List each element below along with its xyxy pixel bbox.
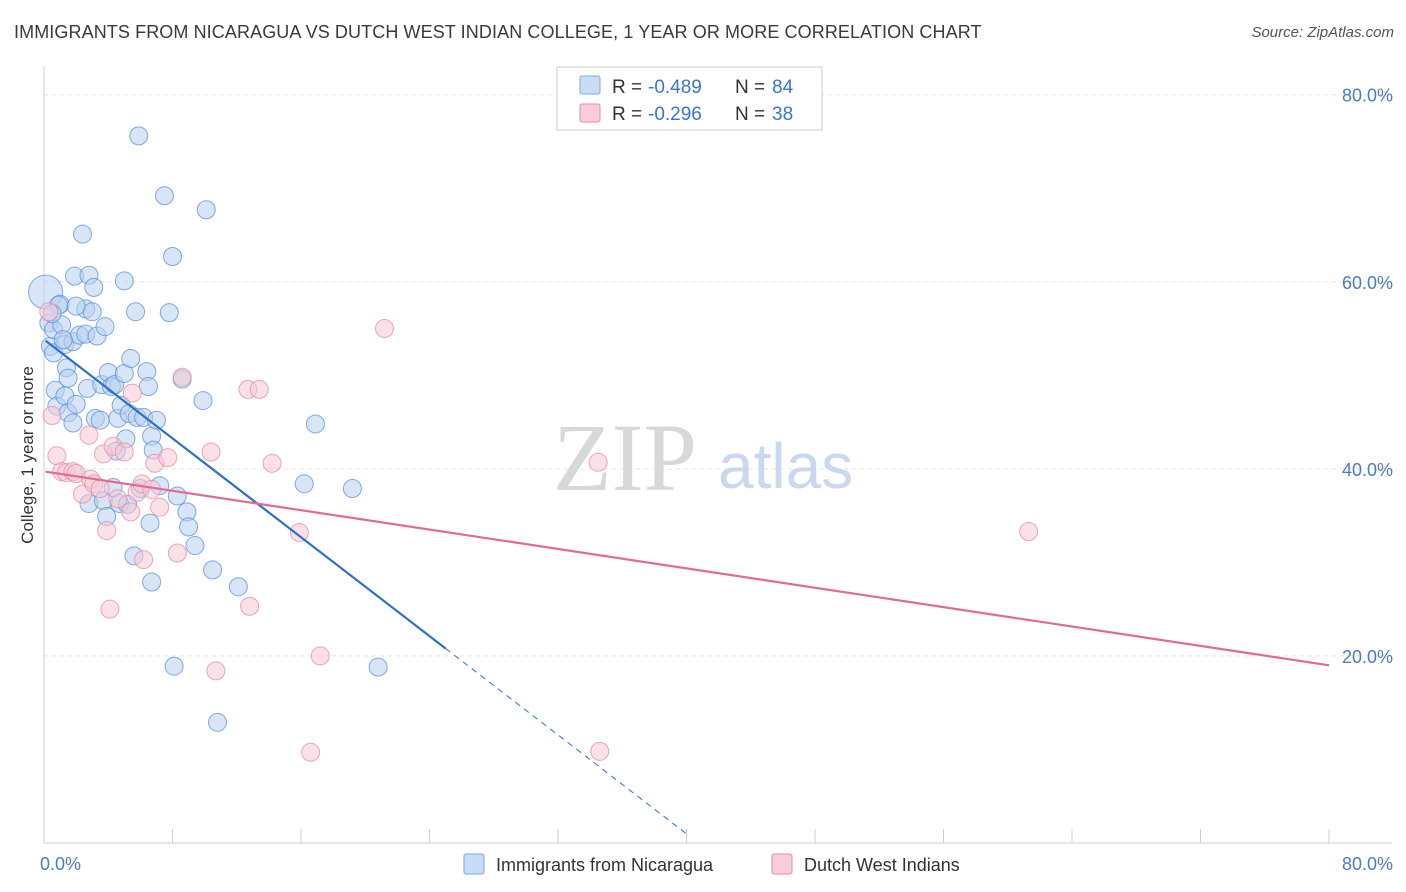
nicaragua-point bbox=[154, 186, 174, 206]
x-tick-label-1: 80.0% bbox=[1342, 854, 1393, 874]
nicaragua-point bbox=[90, 410, 110, 430]
nicaragua-point bbox=[228, 577, 248, 597]
legend-label-dutch: Dutch West Indians bbox=[804, 855, 960, 875]
legend-r-value-1: -0.296 bbox=[648, 104, 702, 125]
nicaragua-point bbox=[121, 348, 141, 368]
dutch-west-indian-point bbox=[122, 383, 142, 403]
watermark-zip: ZIP bbox=[553, 404, 697, 511]
nicaragua-trend-line bbox=[44, 339, 447, 650]
y-tick-label-2: 60.0% bbox=[1342, 273, 1393, 293]
dutch-west-indian-point bbox=[590, 741, 610, 761]
nicaragua-point bbox=[207, 712, 227, 732]
nicaragua-point bbox=[53, 330, 73, 350]
nicaragua-point bbox=[63, 413, 83, 433]
legend-r-label-1: R = bbox=[612, 104, 642, 125]
y-tick-label-0: 20.0% bbox=[1342, 647, 1393, 667]
nicaragua-point bbox=[73, 224, 93, 244]
dutch-west-indian-point bbox=[201, 442, 221, 462]
chart-title: IMMIGRANTS FROM NICARAGUA VS DUTCH WEST … bbox=[14, 22, 982, 42]
legend-n-value-1: 38 bbox=[772, 104, 793, 125]
legend-r-label-0: R = bbox=[612, 77, 642, 98]
dutch-west-indian-point bbox=[249, 379, 269, 399]
nicaragua-trend-extension bbox=[445, 648, 687, 835]
dutch-west-indian-point bbox=[121, 502, 141, 522]
series-legend: Immigrants from Nicaragua Dutch West Ind… bbox=[463, 853, 960, 875]
legend-swatch-nicaragua-bottom bbox=[463, 853, 485, 875]
dutch-west-indian-point bbox=[262, 453, 282, 473]
nicaragua-point bbox=[82, 302, 102, 322]
nicaragua-point bbox=[95, 317, 115, 337]
legend-r-value-0: -0.489 bbox=[648, 77, 702, 98]
dutch-west-indian-point bbox=[134, 550, 154, 570]
trend-lines bbox=[44, 339, 1330, 835]
legend-label-nicaragua: Immigrants from Nicaragua bbox=[496, 855, 714, 875]
dutch-west-indian-point bbox=[79, 425, 99, 445]
nicaragua-point bbox=[179, 517, 199, 537]
nicaragua-point bbox=[305, 414, 325, 434]
x-tick-label-0: 0.0% bbox=[40, 854, 81, 874]
dutch-west-indian-point bbox=[310, 646, 330, 666]
nicaragua-point bbox=[84, 277, 104, 297]
legend-n-value-0: 84 bbox=[772, 77, 794, 98]
nicaragua-point bbox=[126, 302, 146, 322]
legend-frame bbox=[556, 66, 823, 131]
nicaragua-point bbox=[342, 478, 362, 498]
nicaragua-point bbox=[203, 560, 223, 580]
nicaragua-point bbox=[294, 474, 314, 494]
dutch-west-indian-point bbox=[206, 661, 226, 681]
y-tick-labels: 20.0% 40.0% 60.0% 80.0% bbox=[1342, 86, 1393, 667]
watermark-atlas: atlas bbox=[718, 430, 853, 502]
nicaragua-point bbox=[66, 296, 86, 316]
nicaragua-point bbox=[163, 247, 182, 267]
nicaragua-point bbox=[138, 377, 158, 397]
dutch-west-indian-point bbox=[97, 521, 117, 541]
nicaragua-point bbox=[368, 657, 388, 677]
legend-n-label-0: N = bbox=[735, 77, 765, 98]
legend-swatch-dutch-bottom bbox=[771, 853, 793, 875]
dutch-west-indian-point bbox=[167, 543, 187, 563]
dutch-west-indian-point bbox=[114, 442, 134, 462]
nicaragua-point bbox=[114, 271, 134, 291]
dutch-west-indian-point bbox=[375, 319, 395, 339]
source-label: Source: ZipAtlas.com bbox=[1251, 24, 1394, 41]
legend-n-label-1: N = bbox=[735, 104, 765, 125]
nicaragua-point bbox=[58, 368, 78, 388]
dutch-west-indian-point bbox=[47, 446, 67, 466]
nicaragua-point bbox=[185, 536, 205, 556]
dutch-west-indian-point bbox=[150, 497, 170, 517]
nicaragua-point bbox=[66, 394, 86, 414]
legend-swatch-dutch bbox=[579, 103, 601, 123]
nicaragua-point bbox=[159, 303, 179, 323]
dutch-west-indian-point bbox=[240, 596, 260, 616]
legend-swatch-nicaragua bbox=[579, 75, 601, 95]
y-tick-label-1: 40.0% bbox=[1342, 460, 1393, 480]
correlation-legend: R = -0.489 N = 84 R = -0.296 N = 38 bbox=[556, 66, 823, 131]
dutch-west-indian-point bbox=[301, 742, 321, 762]
x-tick-labels: 0.0% 80.0% bbox=[40, 854, 1393, 874]
nicaragua-point bbox=[142, 572, 162, 592]
nicaragua-point bbox=[164, 656, 184, 676]
y-axis-title: College, 1 year or more bbox=[18, 366, 37, 544]
dutch-west-indian-point bbox=[289, 522, 309, 542]
dutch-west-indian-point bbox=[90, 478, 110, 498]
dutch-west-indian-trend-line bbox=[45, 470, 1330, 667]
y-tick-label-3: 80.0% bbox=[1342, 86, 1393, 106]
dutch-west-indian-point bbox=[588, 452, 608, 472]
axes bbox=[43, 66, 1392, 844]
gridlines bbox=[44, 94, 1392, 657]
dutch-west-indian-point bbox=[1019, 522, 1039, 542]
dutch-west-indian-point bbox=[108, 489, 128, 509]
nicaragua-point bbox=[193, 391, 213, 411]
dutch-west-indian-point bbox=[42, 406, 62, 426]
nicaragua-point bbox=[140, 513, 160, 533]
dutch-west-indian-point bbox=[158, 448, 178, 468]
dutch-west-indian-point bbox=[100, 599, 120, 619]
series-dutch-west-indian-points bbox=[39, 302, 1039, 762]
watermark: ZIP atlas bbox=[553, 404, 853, 511]
nicaragua-point bbox=[196, 200, 216, 220]
dutch-west-indian-point bbox=[39, 302, 59, 322]
dutch-west-indian-point bbox=[172, 367, 192, 387]
nicaragua-point bbox=[129, 126, 149, 146]
